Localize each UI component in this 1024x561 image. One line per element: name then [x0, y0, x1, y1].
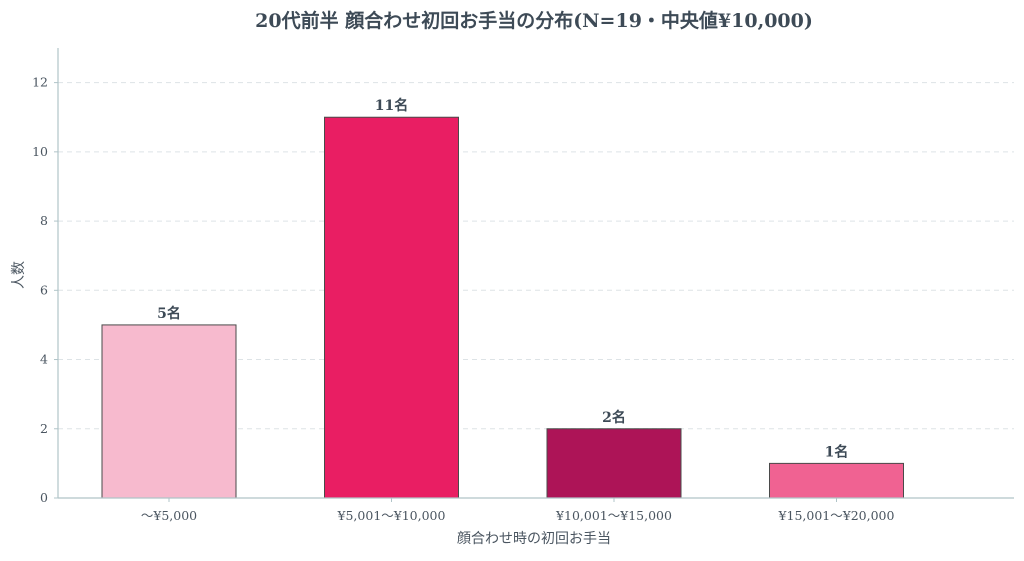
chart-title: 20代前半 顔合わせ初回お手当の分布(N=19・中央値¥10,000)	[255, 9, 813, 32]
bar	[769, 462, 904, 499]
y-tick-label: 2	[40, 421, 48, 436]
x-axis-title: 顔合わせ時の初回お手当	[457, 530, 611, 547]
y-tick-label: 10	[32, 144, 48, 159]
y-tick-label: 6	[40, 282, 48, 297]
grid-lines	[58, 82, 1014, 430]
x-tick-label: 〜¥5,000	[141, 508, 197, 523]
data-label: 5名	[157, 305, 181, 322]
y-ticks: 0 2 4 6 8 10 12	[32, 75, 58, 505]
x-tick-label: ¥5,001〜¥10,000	[337, 508, 446, 523]
y-axis-title: 人数	[11, 261, 27, 289]
bars	[101, 116, 904, 499]
data-labels: 5名 11名 2名 1名	[157, 97, 848, 460]
bar	[546, 428, 682, 499]
x-ticks: 〜¥5,000 ¥5,001〜¥10,000 ¥10,001〜¥15,000 ¥15,…	[141, 498, 895, 523]
y-tick-label: 4	[40, 352, 48, 367]
y-tick-label: 0	[40, 490, 48, 505]
y-tick-label: 8	[40, 213, 48, 228]
data-label: 1名	[825, 443, 849, 460]
bar	[101, 324, 237, 499]
x-tick-label: ¥15,001〜¥20,000	[778, 508, 895, 523]
x-tick-label: ¥10,001〜¥15,000	[555, 508, 672, 523]
data-label: 11名	[375, 97, 408, 114]
axes	[57, 48, 1014, 499]
bar	[324, 116, 459, 499]
y-tick-label: 12	[32, 75, 48, 90]
data-label: 2名	[602, 409, 626, 426]
